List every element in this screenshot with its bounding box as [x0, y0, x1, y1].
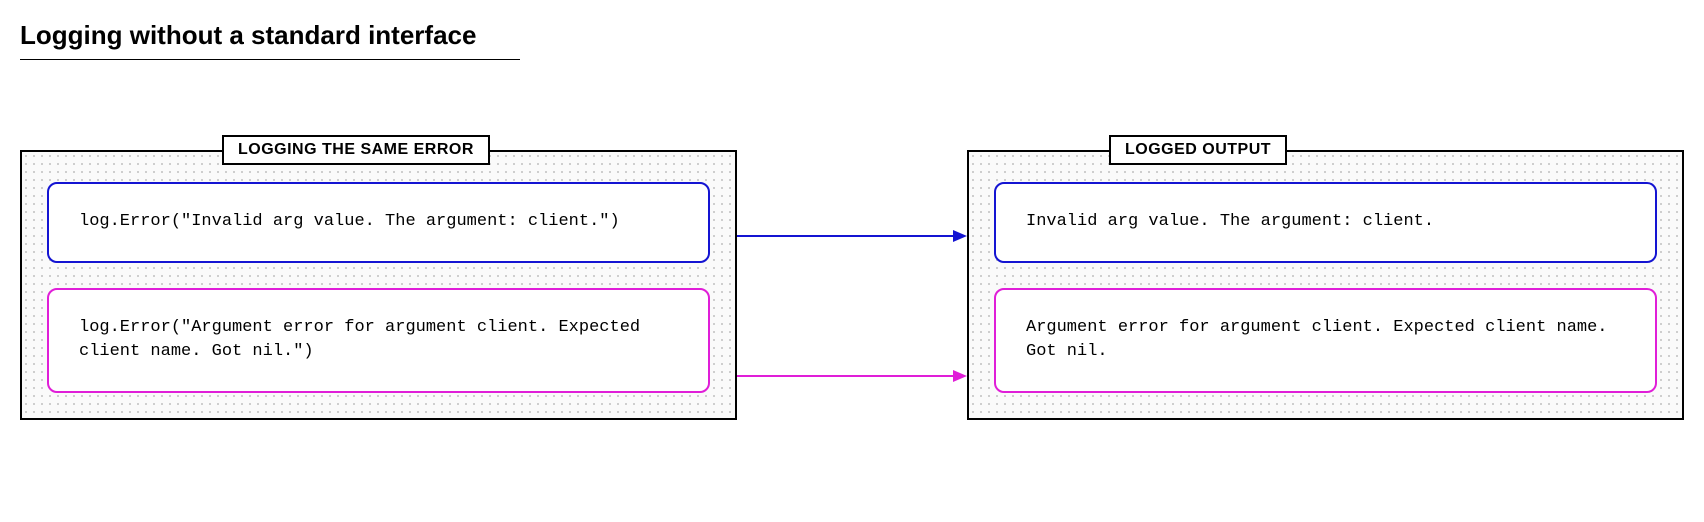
arrow-2: [737, 366, 967, 386]
code-box-1: log.Error("Invalid arg value. The argume…: [47, 182, 710, 263]
output-box-1: Invalid arg value. The argument: client.: [994, 182, 1657, 263]
left-panel: LOGGING THE SAME ERROR log.Error("Invali…: [20, 150, 737, 420]
output-box-2: Argument error for argument client. Expe…: [994, 288, 1657, 393]
code-text: log.Error("Argument error for argument c…: [79, 318, 640, 362]
right-panel-label: LOGGED OUTPUT: [1109, 135, 1287, 165]
output-text: Argument error for argument client. Expe…: [1026, 318, 1608, 362]
arrow-1: [737, 226, 967, 246]
diagram-container: LOGGING THE SAME ERROR log.Error("Invali…: [20, 150, 1684, 420]
code-text: log.Error("Invalid arg value. The argume…: [79, 212, 620, 231]
title-underline: [20, 59, 520, 60]
right-panel: LOGGED OUTPUT Invalid arg value. The arg…: [967, 150, 1684, 420]
left-panel-label: LOGGING THE SAME ERROR: [222, 135, 490, 165]
code-box-2: log.Error("Argument error for argument c…: [47, 288, 710, 393]
connector-area: [737, 150, 967, 420]
page-title: Logging without a standard interface: [20, 20, 1684, 51]
output-text: Invalid arg value. The argument: client.: [1026, 212, 1434, 231]
